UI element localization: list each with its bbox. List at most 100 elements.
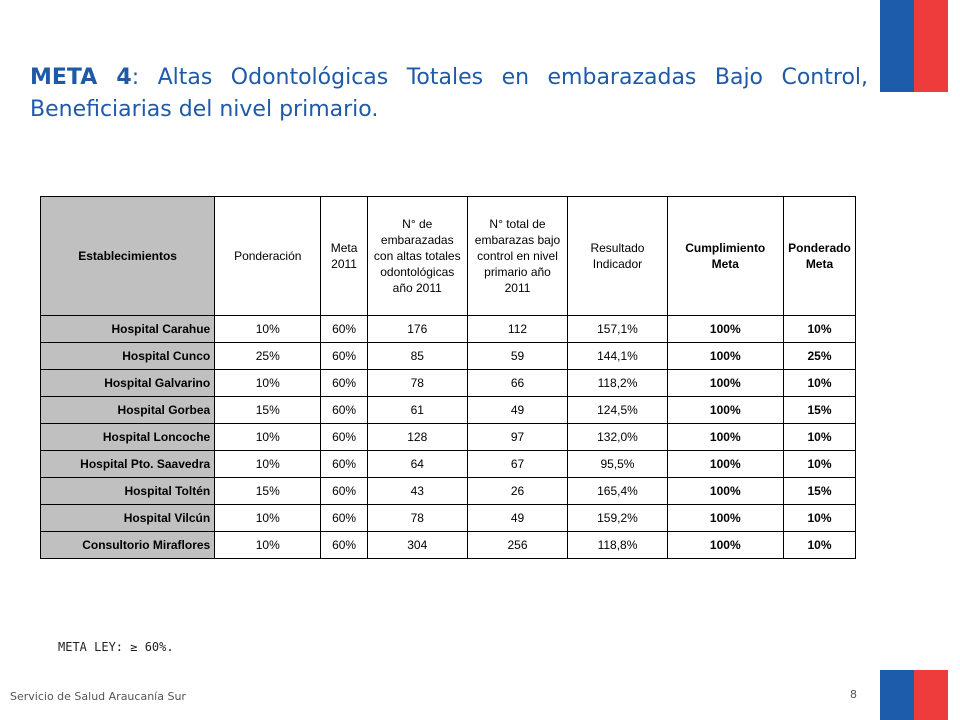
cell-altas: 61: [366, 396, 468, 424]
cell-bajo-control: 49: [466, 396, 569, 424]
cell-altas: 64: [366, 450, 468, 478]
cell-bajo-control: 112: [466, 315, 569, 343]
slide-title-rest: : Altas Odontológicas Totales en embaraz…: [30, 65, 869, 122]
cell-meta: 60%: [320, 504, 368, 532]
cell-meta: 60%: [320, 342, 368, 370]
table-row: Hospital Toltén 15% 60% 43 26 165,4% 100…: [39, 477, 857, 505]
cell-meta: 60%: [320, 396, 368, 424]
cell-meta: 60%: [320, 450, 368, 478]
cell-cumplimiento: 100%: [666, 450, 784, 478]
header-total-bajo-control: N° total de embarazas bajo control en ni…: [466, 196, 569, 316]
cell-cumplimiento: 100%: [666, 342, 784, 370]
header-cumplimiento-meta: Cumplimiento Meta: [666, 196, 784, 316]
cell-altas: 85: [366, 342, 468, 370]
page-number: 8: [850, 688, 857, 701]
cell-resultado: 95,5%: [567, 450, 668, 478]
cell-resultado: 118,8%: [567, 531, 668, 559]
cell-ponderacion: 10%: [214, 423, 322, 451]
cell-altas: 176: [366, 315, 468, 343]
cell-establecimiento: Hospital Gorbea: [39, 396, 216, 424]
table-row: Hospital Cunco 25% 60% 85 59 144,1% 100%…: [39, 342, 857, 370]
cell-ponderado: 10%: [782, 450, 857, 478]
cell-ponderado: 15%: [782, 477, 857, 505]
slide-title-bold: META 4: [30, 65, 132, 90]
cell-cumplimiento: 100%: [666, 315, 784, 343]
cell-meta: 60%: [320, 315, 368, 343]
table-row: Hospital Gorbea 15% 60% 61 49 124,5% 100…: [39, 396, 857, 424]
cell-altas: 78: [366, 369, 468, 397]
cell-altas: 304: [366, 531, 468, 559]
cell-establecimiento: Hospital Galvarino: [39, 369, 216, 397]
cell-establecimiento: Hospital Toltén: [39, 477, 216, 505]
flag-blue-band: [880, 670, 914, 720]
cell-ponderado: 15%: [782, 396, 857, 424]
table-row: Consultorio Miraflores 10% 60% 304 256 1…: [39, 531, 857, 559]
header-ponderado-meta: Ponderado Meta: [782, 196, 857, 316]
cell-establecimiento: Hospital Vilcún: [39, 504, 216, 532]
cell-cumplimiento: 100%: [666, 396, 784, 424]
cell-ponderacion: 10%: [214, 315, 322, 343]
header-altas-totales: N° de embarazadas con altas totales odon…: [366, 196, 468, 316]
cell-ponderacion: 10%: [214, 504, 322, 532]
cell-resultado: 159,2%: [567, 504, 668, 532]
cell-ponderado: 25%: [782, 342, 857, 370]
cell-resultado: 165,4%: [567, 477, 668, 505]
cell-altas: 43: [366, 477, 468, 505]
cell-cumplimiento: 100%: [666, 423, 784, 451]
cell-altas: 128: [366, 423, 468, 451]
cell-ponderacion: 10%: [214, 531, 322, 559]
slide-title: META 4: Altas Odontológicas Totales en e…: [30, 62, 868, 126]
cell-bajo-control: 67: [466, 450, 569, 478]
cell-resultado: 144,1%: [567, 342, 668, 370]
cell-ponderacion: 10%: [214, 369, 322, 397]
table-row: Hospital Carahue 10% 60% 176 112 157,1% …: [39, 315, 857, 343]
cell-ponderado: 10%: [782, 315, 857, 343]
cell-cumplimiento: 100%: [666, 531, 784, 559]
cell-ponderado: 10%: [782, 369, 857, 397]
meta-ley-note: META LEY: ≥ 60%.: [58, 640, 174, 654]
cell-ponderado: 10%: [782, 504, 857, 532]
cell-meta: 60%: [320, 423, 368, 451]
table-header-row: Establecimientos Ponderación Meta 2011 N…: [39, 196, 857, 316]
cell-bajo-control: 49: [466, 504, 569, 532]
table-row: Hospital Galvarino 10% 60% 78 66 118,2% …: [39, 369, 857, 397]
cell-bajo-control: 256: [466, 531, 569, 559]
header-establecimientos: Establecimientos: [39, 196, 216, 316]
cell-resultado: 118,2%: [567, 369, 668, 397]
cell-resultado: 124,5%: [567, 396, 668, 424]
cell-ponderacion: 25%: [214, 342, 322, 370]
cell-altas: 78: [366, 504, 468, 532]
cell-cumplimiento: 100%: [666, 477, 784, 505]
cell-cumplimiento: 100%: [666, 504, 784, 532]
cell-bajo-control: 66: [466, 369, 569, 397]
cell-meta: 60%: [320, 531, 368, 559]
cell-bajo-control: 59: [466, 342, 569, 370]
table-row: Hospital Vilcún 10% 60% 78 49 159,2% 100…: [39, 504, 857, 532]
cell-establecimiento: Hospital Cunco: [39, 342, 216, 370]
cell-ponderacion: 10%: [214, 450, 322, 478]
flag-stripe-bottom: [880, 670, 948, 720]
cell-meta: 60%: [320, 477, 368, 505]
cell-establecimiento: Hospital Carahue: [39, 315, 216, 343]
header-meta-2011: Meta 2011: [320, 196, 368, 316]
table-row: Hospital Loncoche 10% 60% 128 97 132,0% …: [39, 423, 857, 451]
cell-bajo-control: 97: [466, 423, 569, 451]
cell-establecimiento: Hospital Pto. Saavedra: [39, 450, 216, 478]
flag-red-band: [914, 0, 948, 92]
cell-cumplimiento: 100%: [666, 369, 784, 397]
meta-table: Establecimientos Ponderación Meta 2011 N…: [39, 196, 857, 559]
flag-red-band: [914, 670, 948, 720]
cell-establecimiento: Hospital Loncoche: [39, 423, 216, 451]
footer-organization: Servicio de Salud Araucanía Sur: [10, 690, 186, 703]
flag-blue-band: [880, 0, 914, 92]
cell-establecimiento: Consultorio Miraflores: [39, 531, 216, 559]
cell-bajo-control: 26: [466, 477, 569, 505]
cell-ponderado: 10%: [782, 531, 857, 559]
cell-meta: 60%: [320, 369, 368, 397]
cell-resultado: 157,1%: [567, 315, 668, 343]
cell-resultado: 132,0%: [567, 423, 668, 451]
flag-stripe-top: [880, 0, 948, 92]
cell-ponderado: 10%: [782, 423, 857, 451]
header-resultado-indicador: Resultado Indicador: [567, 196, 668, 316]
cell-ponderacion: 15%: [214, 396, 322, 424]
